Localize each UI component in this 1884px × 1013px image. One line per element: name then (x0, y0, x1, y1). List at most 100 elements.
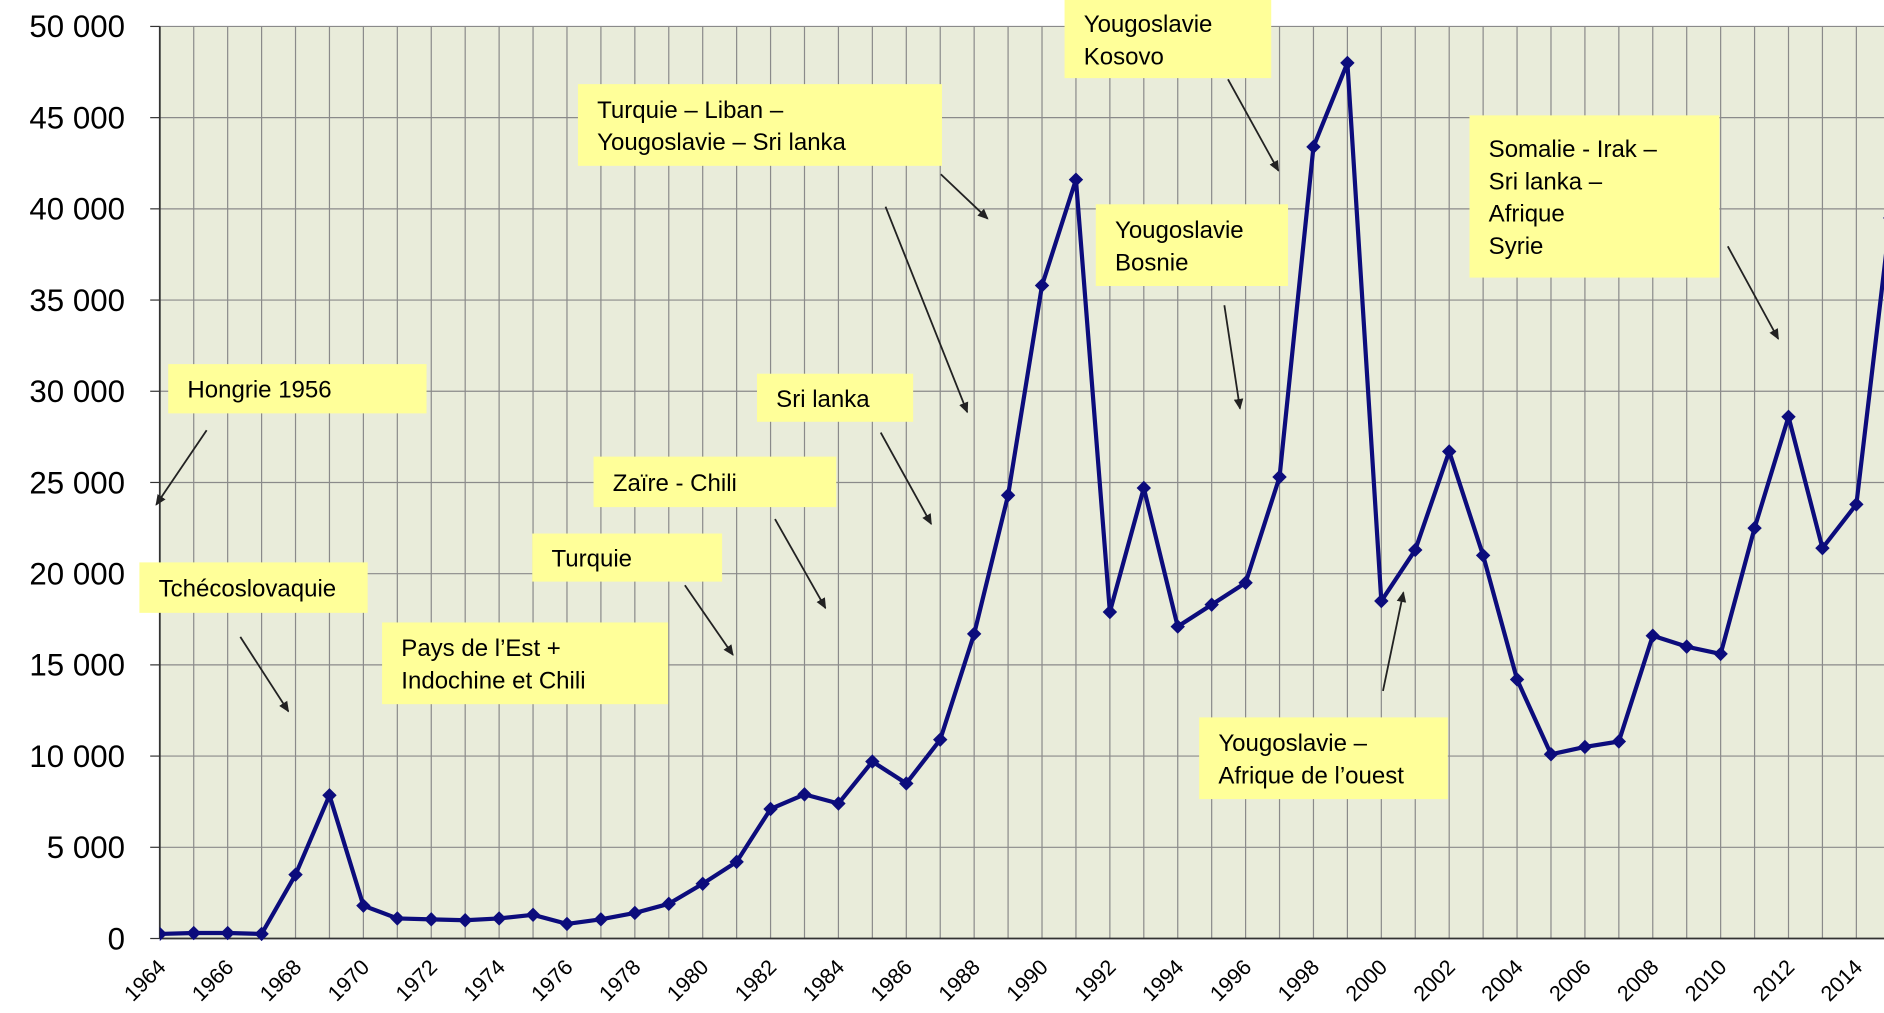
data-point (831, 796, 846, 811)
annotation-box (1095, 204, 1289, 286)
data-point (695, 876, 710, 891)
data-point (899, 776, 914, 791)
annotation-text: Turquie (552, 546, 633, 573)
x-tick-label: 1976 (526, 954, 578, 1006)
annotation-text: Yougoslavie – Sri lanka (597, 129, 846, 156)
data-point (1000, 488, 1016, 503)
annotation-box (756, 373, 914, 422)
x-tick-label: 1988 (933, 954, 985, 1006)
data-point (1102, 604, 1118, 620)
x-tick-label: 2002 (1408, 954, 1460, 1006)
data-point (288, 867, 303, 882)
data-point (491, 911, 507, 926)
annotation-arrow (774, 518, 827, 610)
data-point (1441, 444, 1457, 459)
annotation-box (1199, 717, 1448, 800)
x-tick-label: 2010 (1680, 954, 1732, 1006)
annotation-text: Tchécoslovaquie (159, 576, 337, 603)
y-tick-label: 45 000 (29, 100, 125, 135)
x-tick-label: 1964 (119, 954, 171, 1006)
annotation-text: Indochine et Chili (401, 668, 585, 695)
annotation-text: Syrie (1489, 233, 1544, 260)
annotation-arrow (1223, 305, 1244, 410)
data-point (186, 925, 201, 941)
data-point (865, 754, 880, 769)
data-point (356, 898, 371, 913)
x-tick-label: 1982 (730, 954, 782, 1006)
x-tick-label: 1974 (458, 954, 510, 1006)
x-tick-label: 1994 (1137, 954, 1189, 1006)
annotation-text: Sri lanka (776, 386, 870, 413)
x-tick-label: 2014 (1815, 954, 1867, 1006)
x-tick-label: 1972 (390, 954, 442, 1006)
data-point (525, 907, 541, 922)
data-point (1068, 172, 1084, 187)
x-tick-label: 2000 (1340, 954, 1392, 1006)
annotation-text: Afrique (1489, 201, 1565, 228)
data-point (1611, 734, 1627, 749)
data-point (593, 912, 609, 927)
annotation-arrow (940, 173, 989, 220)
annotation-text: Bosnie (1115, 249, 1188, 276)
annotation-text: Pays de l’Est + (401, 635, 561, 662)
annotation-box (168, 364, 427, 414)
x-tick-label: 1996 (1205, 954, 1257, 1006)
y-tick-label: 40 000 (29, 192, 125, 227)
y-tick-label: 0 (108, 921, 125, 956)
annotation-arrow (684, 584, 734, 656)
data-point (390, 911, 405, 926)
y-tick-label: 25 000 (29, 465, 125, 500)
annotation-arrow (879, 432, 932, 525)
data-point (933, 732, 948, 747)
data-point (1204, 597, 1219, 612)
data-point (1272, 469, 1287, 485)
x-tick-label: 1968 (255, 954, 307, 1006)
x-tick-label: 2008 (1612, 954, 1664, 1006)
x-tick-label: 2006 (1544, 954, 1596, 1006)
x-tick-label: 1984 (798, 954, 850, 1006)
data-point (1543, 747, 1559, 762)
y-tick-label: 10 000 (29, 739, 125, 774)
series-line (159, 60, 1884, 937)
data-point (220, 925, 235, 941)
x-tick-label: 1970 (322, 954, 374, 1006)
annotation-text: Yougoslavie (1115, 217, 1244, 244)
annotation-box (382, 622, 669, 705)
annotation-text: Hongrie 1956 (187, 377, 331, 404)
annotation-box (1469, 115, 1720, 278)
x-tick-label: 1980 (662, 954, 714, 1006)
data-point (627, 905, 643, 921)
data-point (1374, 593, 1389, 609)
x-tick-label: 1986 (865, 954, 917, 1006)
data-point (763, 801, 778, 817)
annotation-arrow (884, 206, 969, 414)
y-tick-label: 20 000 (29, 556, 125, 591)
annotation-box (139, 562, 368, 613)
x-tick-label: 2004 (1476, 954, 1528, 1006)
annotation-text: Afrique de l’ouest (1218, 762, 1404, 789)
data-point (1645, 628, 1660, 643)
y-tick-label: 5 000 (47, 830, 125, 865)
y-tick-label: 15 000 (29, 648, 125, 683)
annotation-arrow (1227, 78, 1280, 172)
data-point (1713, 646, 1728, 662)
x-tick-label: 2012 (1748, 954, 1800, 1006)
annotation-text: Zaïre - Chili (613, 470, 737, 497)
data-point (1679, 639, 1694, 654)
data-point (457, 913, 473, 928)
annotation-box (1064, 0, 1272, 79)
data-point (661, 896, 676, 912)
data-point (1306, 139, 1321, 155)
annotation-text: Yougoslavie – (1218, 730, 1367, 757)
annotation-text: Turquie – Liban – (597, 97, 784, 124)
data-point (159, 926, 168, 942)
y-tick-label: 50 000 (29, 9, 125, 44)
annotation-arrow (1727, 245, 1780, 340)
data-point (1475, 548, 1491, 563)
data-point (966, 626, 982, 642)
annotation-box (532, 533, 723, 582)
annotation-text: Somalie - Irak – (1489, 136, 1658, 163)
data-point (1747, 520, 1762, 536)
data-point (797, 787, 812, 802)
